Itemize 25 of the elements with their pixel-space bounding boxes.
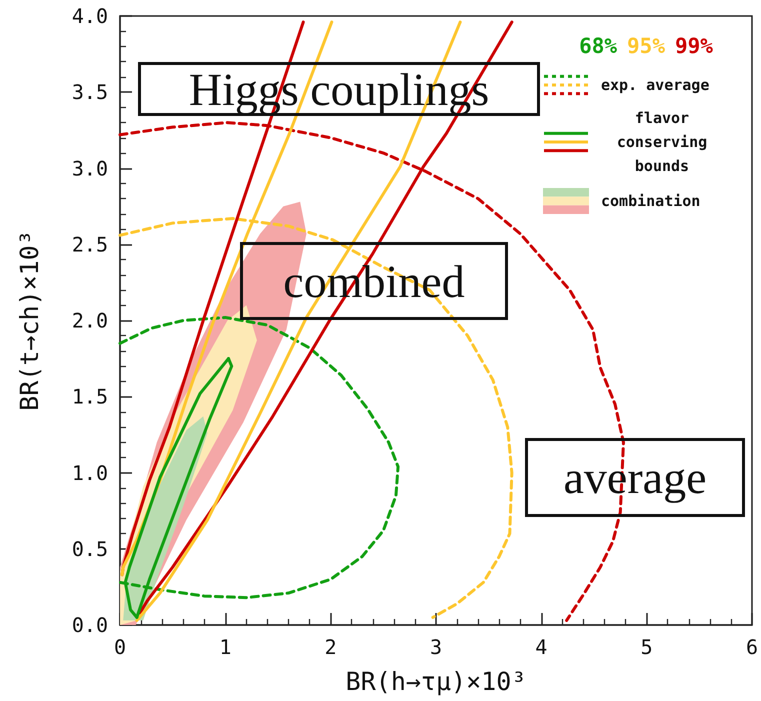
x-tick-label: 1 [219, 635, 232, 659]
y-tick-label: 0.0 [72, 613, 108, 637]
x-tick-label: 3 [430, 635, 442, 659]
y-tick-label: 0.5 [72, 536, 108, 561]
x-tick-label: 4 [535, 635, 548, 659]
annotation: flavor conserving bounds [616, 108, 708, 177]
x-axis-title: BR(h→τμ)×10³ [346, 667, 526, 696]
x-tick-label: 5 [640, 635, 653, 659]
y-tick-label: 1.0 [72, 460, 108, 485]
y-tick-label: 3.0 [72, 156, 108, 180]
y-tick-label: 2.5 [72, 232, 108, 256]
y-axis-title: BR(t→ch)×10³ [15, 230, 44, 411]
y-tick-label: 3.5 [72, 80, 108, 104]
x-tick-label: 6 [746, 635, 758, 659]
y-tick-label: 1.5 [72, 384, 108, 409]
annotation: 68% [579, 34, 618, 58]
x-tick-label: 0 [114, 635, 126, 659]
annotation: exp. average [601, 76, 710, 94]
y-tick-label: 2.0 [72, 308, 108, 332]
x-tick-label: 2 [324, 635, 337, 659]
y-tick-label: 4.0 [72, 4, 108, 28]
annotation: 99% [674, 34, 713, 58]
annotation: combination [601, 192, 700, 210]
annotation: average [525, 438, 745, 517]
annotation: 95% [627, 34, 665, 58]
